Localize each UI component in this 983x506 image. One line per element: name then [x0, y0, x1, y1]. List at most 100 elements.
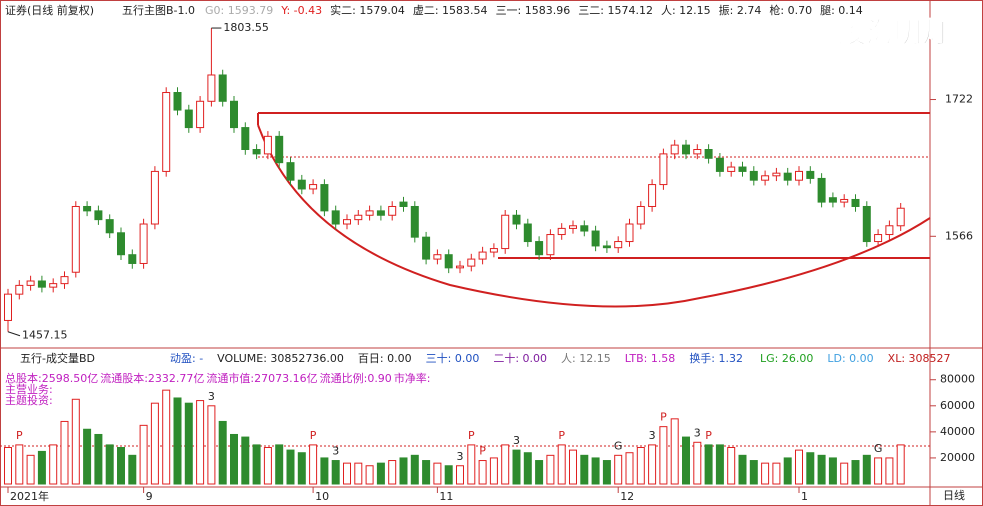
candle-body: [60, 276, 69, 285]
volume-bar: [456, 465, 464, 485]
candle-body: [783, 172, 792, 181]
candle-body: [625, 223, 634, 243]
volume-bar: [670, 418, 679, 485]
candle-body: [230, 100, 238, 129]
volume-bar: [37, 450, 46, 485]
signal-marker: G: [614, 439, 623, 452]
volume-header-item: 换手: 1.32: [689, 351, 743, 365]
header-item: 人: 12.15: [661, 4, 711, 17]
volume-bar: [512, 449, 521, 485]
candle-body: [614, 241, 623, 249]
header-item: Y: -0.43: [280, 4, 322, 17]
volume-indicator-name: 五行-成交量BD: [20, 351, 95, 365]
header-item: 枪: 0.70: [769, 3, 812, 17]
volume-bar: [591, 457, 600, 485]
candle-body: [196, 100, 205, 129]
signal-marker: 3: [208, 390, 215, 403]
candle-body: [693, 149, 702, 155]
volume-bar: [83, 428, 92, 485]
volume-bar: [275, 444, 284, 485]
volume-bar: [659, 426, 668, 485]
header-item: 腿: 0.14: [820, 4, 863, 17]
signal-marker: 3: [332, 445, 339, 458]
volume-bar: [874, 457, 883, 485]
candle-body: [4, 293, 12, 321]
x-tick-label: 11: [439, 490, 453, 503]
candle-body: [761, 175, 770, 181]
volume-bar: [241, 436, 250, 485]
volume-bar: [715, 444, 724, 485]
candle-body: [874, 234, 883, 243]
candle-body: [828, 197, 837, 203]
volume-bar: [297, 452, 306, 485]
candle-body: [241, 127, 250, 151]
volume-bar: [365, 465, 374, 485]
volume-bar: [139, 424, 148, 485]
candle-body: [263, 135, 272, 155]
volume-bar: [569, 449, 577, 485]
volume-bar: [501, 444, 510, 485]
period-label: 日线: [943, 488, 965, 502]
fundamental-label: 主营业务:: [5, 382, 53, 396]
candle-body: [851, 198, 860, 207]
candle-body: [173, 92, 182, 111]
x-tick-label: 10: [315, 490, 329, 503]
volume-bar: [117, 447, 125, 485]
volume-bar: [727, 447, 736, 485]
volume-bar: [354, 462, 363, 485]
candle-body: [772, 172, 781, 177]
volume-bar: [94, 433, 103, 485]
candle-body: [557, 227, 566, 236]
fundamental-label: 流通市值:27073.16亿: [206, 371, 317, 385]
volume-header-item: LD: 0.00: [827, 352, 873, 365]
volume-bar: [693, 441, 702, 485]
candle-body: [37, 280, 46, 288]
candle-body: [523, 223, 532, 243]
signal-marker: P: [479, 445, 486, 458]
volume-bar: [636, 447, 645, 485]
volume-bar: [602, 460, 611, 485]
candle-body: [648, 184, 657, 207]
volume-bar: [546, 454, 555, 485]
volume-bar: [26, 454, 35, 485]
candle-body: [83, 205, 92, 212]
candle-body: [399, 201, 408, 207]
volume-bar: [388, 460, 397, 485]
y-tick-label: 1722: [945, 93, 973, 106]
candle-body: [422, 236, 431, 260]
volume-header-item: LTB: 1.58: [625, 352, 676, 365]
candle-body: [670, 144, 679, 155]
candle-body: [806, 170, 815, 179]
volume-bar: [309, 444, 318, 485]
volume-header-item: XL: 308527: [888, 352, 951, 365]
volume-bar: [320, 457, 329, 485]
candle-body: [456, 265, 464, 269]
volume-bar: [806, 452, 815, 485]
volume-bar: [783, 457, 792, 485]
y-tick-label: 60000: [940, 399, 975, 412]
volume-bar: [218, 420, 227, 485]
candle-body: [636, 205, 645, 225]
fundamental-label: 主题投资:: [5, 393, 53, 407]
y-tick-label: 80000: [940, 373, 975, 386]
candle-body: [15, 284, 24, 295]
volume-bar: [749, 460, 758, 485]
volume-bar: [173, 397, 182, 485]
volume-bar: [580, 454, 589, 485]
candle-body: [117, 232, 125, 256]
x-tick-label: 12: [620, 490, 634, 503]
volume-header-item: VOLUME: 30852736.00: [217, 352, 344, 365]
volume-bar: [207, 405, 216, 485]
volume-bar: [15, 444, 24, 485]
candle-body: [896, 207, 905, 227]
candle-body: [885, 225, 894, 236]
volume-header-item: LG: 26.00: [760, 352, 813, 365]
volume-bar: [557, 444, 566, 485]
volume-bar: [433, 462, 442, 485]
header-item: 实二: 1579.04: [330, 3, 405, 17]
signal-marker: P: [660, 411, 667, 424]
volume-bar: [885, 457, 894, 485]
candle-body: [275, 135, 284, 164]
candle-body: [433, 254, 442, 260]
volume-header-item: 动盈: -: [170, 352, 203, 365]
